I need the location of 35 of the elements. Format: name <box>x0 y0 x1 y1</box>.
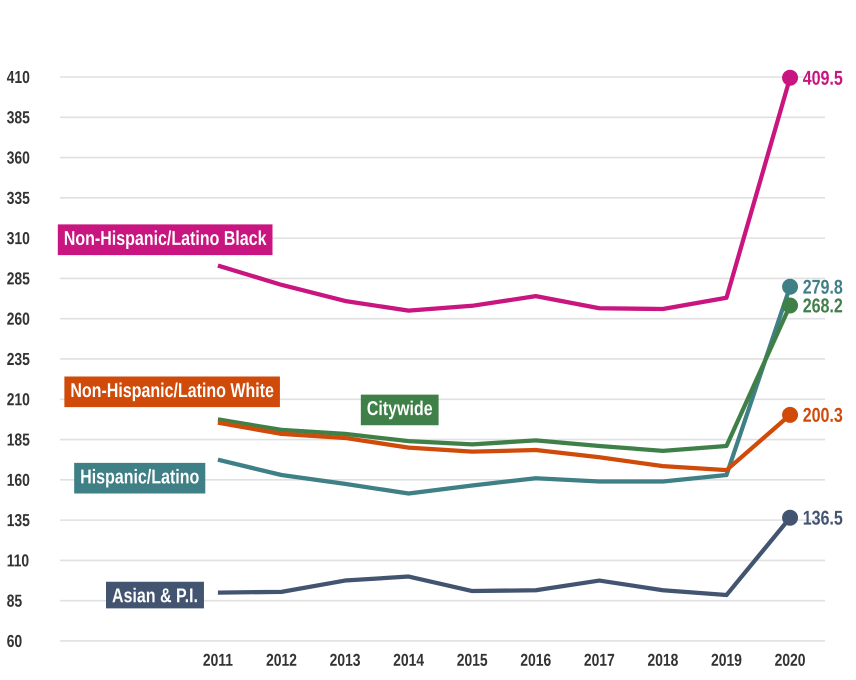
y-tick-label: 235 <box>7 352 30 366</box>
x-tick-label: 2014 <box>394 654 424 666</box>
y-tick-label: 110 <box>8 554 29 567</box>
y-tick-label: 160 <box>8 474 30 486</box>
y-tick-label: 185 <box>8 433 30 446</box>
x-tick-label: 2013 <box>330 654 360 666</box>
x-tick-label: 2019 <box>712 654 742 666</box>
y-tick-label: 60 <box>7 634 22 648</box>
x-tick-label: 2018 <box>648 654 678 666</box>
series-label: Hispanic/Latino <box>81 468 199 488</box>
y-tick-label: 385 <box>7 111 30 124</box>
series-label: Non-Hispanic/Latino White <box>71 382 274 402</box>
x-tick-label: 2011 <box>203 654 233 666</box>
y-tick-label: 85 <box>7 594 22 607</box>
series-label: Citywide <box>367 400 432 420</box>
y-tick-label: 285 <box>7 272 30 285</box>
y-tick-label: 210 <box>7 393 30 406</box>
series-label: Non-Hispanic/Latino Black <box>64 230 266 250</box>
data-label: 268.2 <box>803 298 842 313</box>
x-tick-label: 2020 <box>775 654 805 666</box>
y-tick-label: 135 <box>8 514 30 526</box>
data-label: 200.3 <box>803 408 842 422</box>
y-tick-label: 360 <box>7 151 30 164</box>
x-tick-label: 2012 <box>266 654 296 666</box>
x-tick-label: 2015 <box>457 654 488 666</box>
data-label: 409.5 <box>803 70 842 85</box>
y-tick-label: 310 <box>7 232 30 244</box>
y-tick-label: 260 <box>7 312 30 325</box>
y-tick-label: 335 <box>7 192 30 204</box>
data-label: 136.5 <box>804 510 842 525</box>
y-tick-label: 410 <box>6 70 30 84</box>
series-label: Asian & P.I. <box>112 588 197 602</box>
x-tick-label: 2016 <box>520 654 551 666</box>
x-tick-label: 2017 <box>584 654 614 666</box>
data-label: 279.8 <box>803 280 842 294</box>
